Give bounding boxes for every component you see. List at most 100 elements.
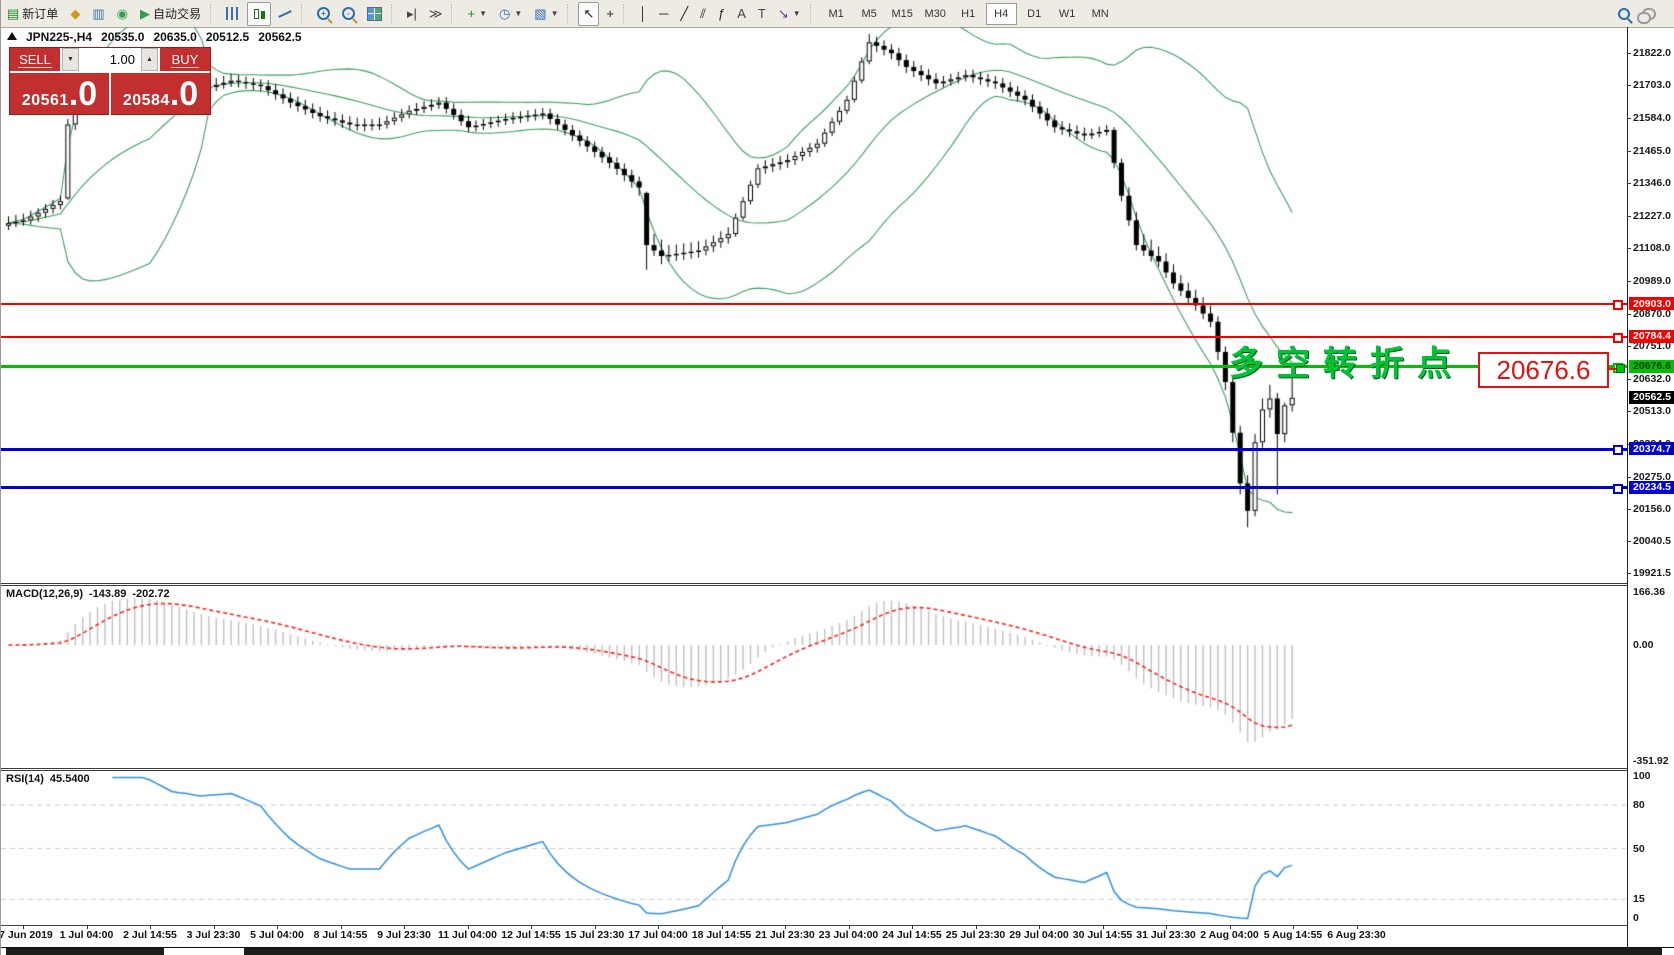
panel-separator (1, 925, 1627, 926)
community-button[interactable] (1637, 2, 1661, 26)
auto-scroll-button[interactable]: ≫ (424, 2, 448, 26)
sell-button[interactable]: SELL (18, 51, 52, 68)
buy-price[interactable]: 20584 .0 (122, 75, 199, 113)
market-watch-button[interactable]: ◆ (65, 2, 85, 26)
collapse-panel-icon[interactable] (7, 32, 17, 40)
channel-icon: ⫽ (700, 5, 706, 21)
time-axis-tick (150, 925, 151, 929)
indicators-button[interactable]: + ▼ (462, 2, 492, 26)
macd-panel-canvas[interactable] (1, 586, 1627, 768)
time-axis-tick (721, 925, 723, 929)
price-tick-label: 20751.0 (1627, 340, 1674, 352)
volume-field[interactable]: 1.00 (79, 48, 141, 71)
price-tick-label: 20513.0 (1627, 405, 1674, 417)
time-axis-tick (1102, 925, 1104, 929)
panel-separator[interactable] (1, 770, 1627, 771)
timeframe-m15[interactable]: M15 (891, 7, 913, 20)
time-axis-label: 21 Jul 23:30 (755, 929, 815, 941)
price-tag-annotation[interactable]: 20676.6 (1478, 352, 1609, 388)
toolbar: ▤ 新订单 ◆ ▥ ◉ ▶ 自动交易 + - ▸| ≫ + ▼ ◷ ▼ ▧ ▼ ↖ + │ ─ ╱ ⫽ ƒ A T ↘ ▼ M1 M5 M… (1, 0, 1674, 28)
quote-low: 20512.5 (205, 30, 250, 44)
level-anchor-square[interactable] (1613, 300, 1623, 311)
tile-windows-icon (366, 6, 382, 21)
zoom-out-button[interactable]: - (337, 2, 360, 26)
toolbar-separator (300, 3, 308, 24)
text-button[interactable]: A (732, 2, 751, 26)
auto-scroll-icon: ≫ (428, 5, 443, 21)
autotrading-button[interactable]: ▶ 自动交易 (135, 2, 206, 26)
new-order-button[interactable]: ▤ 新订单 (2, 2, 63, 26)
time-axis-tick (531, 925, 532, 929)
rsi-axis-label: 80 (1633, 799, 1645, 811)
timeframe-w1[interactable]: W1 (1058, 7, 1076, 20)
horizontal-level-line[interactable] (1, 303, 1627, 306)
crosshair-button[interactable]: + (601, 2, 619, 26)
time-axis-label: 15 Jul 23:30 (564, 929, 625, 941)
volume-stepper: ▼ 1.00 ▲ (60, 48, 160, 71)
buy-button[interactable]: BUY (170, 51, 200, 68)
search-button[interactable] (1613, 2, 1635, 26)
horizontal-level-line[interactable] (1, 365, 1627, 369)
timeframe-d1[interactable]: D1 (1027, 7, 1042, 20)
horizontal-level-line[interactable] (1, 447, 1627, 451)
data-window-button[interactable]: ▥ (87, 2, 109, 26)
periods-button[interactable]: ◷ ▼ (494, 2, 527, 26)
horizontal-level-line[interactable] (1, 486, 1627, 490)
panel-separator[interactable] (1, 583, 1627, 584)
price-tick-label: 21346.0 (1627, 177, 1674, 189)
volume-down-button[interactable]: ▼ (62, 48, 79, 71)
rsi-panel-canvas[interactable] (1, 771, 1627, 925)
text-label-button[interactable]: T (753, 2, 771, 26)
chart-shift-button[interactable]: ▸| (402, 2, 422, 26)
timeframe-h4[interactable]: H4 (985, 2, 1017, 25)
timeframe-m1[interactable]: M1 (828, 7, 844, 20)
template-icon: ▧ (534, 5, 547, 21)
level-anchor-square[interactable] (1613, 332, 1623, 343)
price-tag-anchor-square[interactable] (1616, 364, 1625, 373)
timeframe-h1[interactable]: H1 (961, 7, 976, 20)
horizontal-level-line[interactable] (1, 335, 1627, 338)
time-axis-tick (1166, 925, 1167, 929)
trendline-button[interactable]: ╱ (675, 2, 693, 26)
templates-button[interactable]: ▧ ▼ (529, 2, 563, 26)
chevron-down-icon: ▼ (792, 9, 801, 18)
macd-axis-label: 166.36 (1633, 586, 1666, 598)
level-price-label: 20374.7 (1629, 442, 1674, 456)
time-axis-label: 27 Jun 2019 (1, 929, 53, 941)
vertical-line-button[interactable]: │ (634, 2, 652, 26)
time-axis-label: 9 Jul 23:30 (377, 929, 431, 941)
arrows-button[interactable]: ↘ ▼ (773, 2, 806, 26)
volume-up-button[interactable]: ▲ (141, 48, 158, 71)
panel-separator[interactable] (1, 768, 1627, 769)
candlestick-chart-button[interactable] (246, 1, 271, 26)
time-axis-tick (1229, 925, 1231, 929)
bar-chart-button[interactable] (221, 2, 245, 26)
equidistant-channel-button[interactable]: ⫽ (695, 2, 711, 26)
time-axis-tick (23, 925, 24, 929)
level-anchor-square[interactable] (1613, 445, 1623, 456)
line-chart-button[interactable] (273, 2, 297, 26)
level-anchor-square[interactable] (1613, 483, 1623, 494)
timeframe-m30[interactable]: M30 (924, 7, 946, 20)
autotrading-label: 自动交易 (152, 7, 201, 21)
zoom-in-button[interactable]: + (312, 2, 335, 26)
symbol-period: JPN225-,H4 (26, 30, 93, 44)
time-axis-label: 11 Jul 04:00 (438, 929, 497, 941)
cursor-button[interactable]: ↖ (578, 1, 600, 26)
time-axis-tick (340, 925, 342, 929)
timeframe-mn[interactable]: MN (1091, 7, 1109, 20)
price-axis-border (1627, 27, 1628, 947)
horizontal-line-button[interactable]: ─ (654, 2, 673, 26)
tile-windows-button[interactable] (362, 2, 387, 26)
time-axis-tick (277, 925, 278, 929)
panel-separator[interactable] (1, 585, 1627, 586)
rsi-axis-label: 0 (1633, 912, 1639, 924)
rsi-label: RSI(14) 45.5400 (6, 773, 90, 785)
turning-point-annotation[interactable]: 多空转折点 (1229, 345, 1464, 383)
navigator-button[interactable]: ◉ (112, 2, 133, 26)
sell-price[interactable]: 20561 .0 (10, 73, 111, 116)
timeframe-m5[interactable]: M5 (861, 7, 877, 20)
time-axis-label: 2 Aug 04:00 (1200, 929, 1259, 941)
fibonacci-button[interactable]: ƒ (713, 2, 730, 26)
